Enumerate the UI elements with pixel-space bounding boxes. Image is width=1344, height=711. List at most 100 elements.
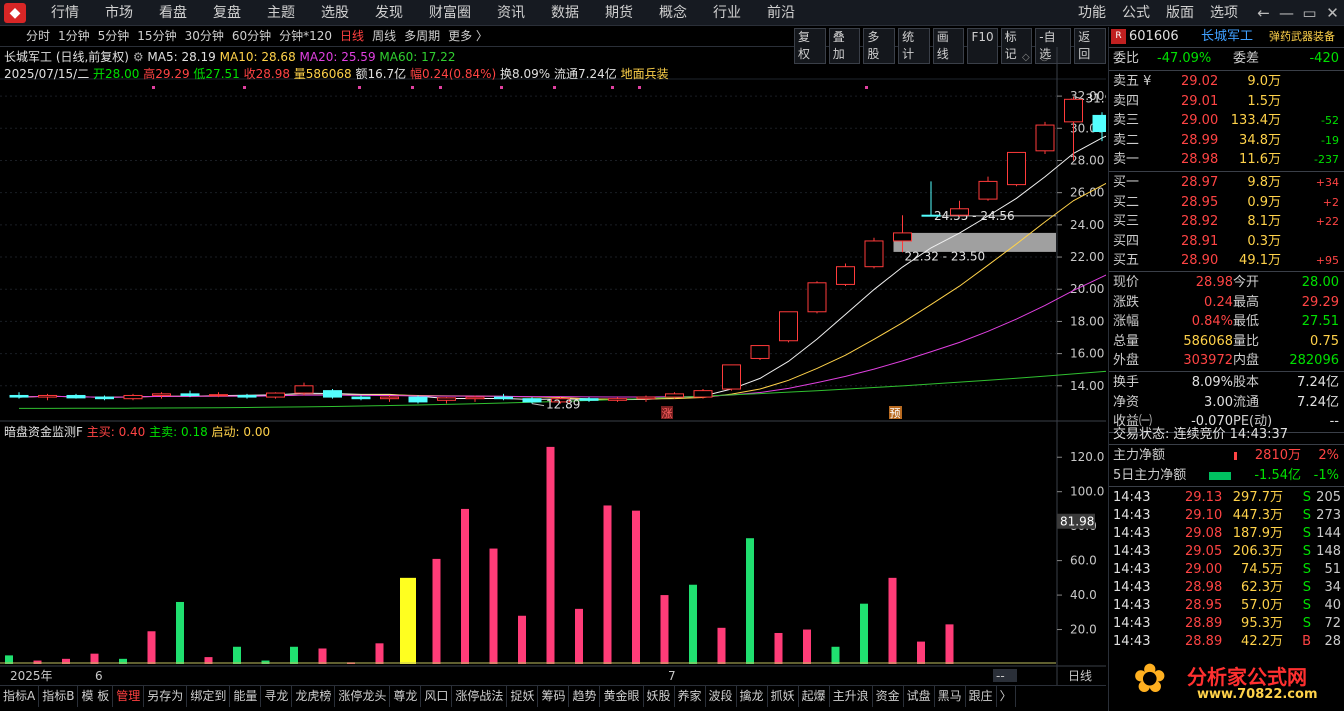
period-tab-0[interactable]: 分时 — [26, 29, 51, 43]
bottom-tab-5[interactable]: 绑定到 — [187, 686, 231, 707]
bottom-tab-16[interactable]: 黄金眼 — [600, 686, 644, 707]
menu-item-12[interactable]: 行业 — [713, 5, 741, 21]
bottom-tab-9[interactable]: 涨停龙头 — [335, 686, 391, 707]
tool-button-6[interactable]: 标记 — [1000, 28, 1033, 64]
menu-item-0[interactable]: 行情 — [51, 5, 79, 21]
quote-header: R 601606 长城军工 弹药武器装备 — [1109, 27, 1344, 46]
period-tab-8[interactable]: 周线 — [372, 29, 397, 43]
right-menu-item-3[interactable]: 选项 — [1210, 5, 1238, 21]
bottom-tab-8[interactable]: 龙虎榜 — [292, 686, 336, 707]
tool-button-1[interactable]: 叠加 — [828, 28, 861, 64]
period-tab-10[interactable]: 更多 〉 — [448, 29, 488, 43]
menu-item-13[interactable]: 前沿 — [767, 5, 795, 21]
candle-27 — [779, 311, 798, 343]
close-icon[interactable]: ✕ — [1326, 4, 1339, 22]
bottom-tab-17[interactable]: 妖股 — [644, 686, 675, 707]
candle-8 — [237, 393, 257, 399]
candle-body — [750, 345, 770, 359]
more-dot-icon: ○ — [1040, 52, 1049, 63]
sell-price: 28.98 — [1181, 152, 1219, 168]
stat-value-left: 0.24 — [1204, 294, 1233, 310]
zhuli5-label: 5日主力净额 — [1113, 468, 1187, 483]
minimize-icon[interactable]: — — [1279, 4, 1294, 22]
period-tab-9[interactable]: 多周期 — [404, 29, 441, 43]
bottom-tab-14[interactable]: 筹码 — [538, 686, 570, 707]
menu-item-5[interactable]: 选股 — [321, 5, 349, 21]
bottom-tab-0[interactable]: 指标A — [0, 686, 40, 707]
tool-button-2[interactable]: 多股 — [863, 28, 896, 64]
bottom-tab-24[interactable]: 资金 — [873, 686, 904, 707]
tool-button-4[interactable]: 画线 — [932, 28, 965, 64]
period-tab-2[interactable]: 5分钟 — [97, 29, 130, 43]
bottom-tab-28[interactable]: 〉 — [997, 686, 1016, 707]
candle-body — [237, 394, 257, 398]
bottom-tab-7[interactable]: 寻龙 — [261, 686, 293, 707]
period-tab-1[interactable]: 1分钟 — [58, 29, 90, 43]
tick-count: 34 — [1324, 580, 1341, 595]
tool-button-8[interactable]: 返回 — [1074, 28, 1106, 64]
menu-item-9[interactable]: 数据 — [551, 5, 579, 21]
period-tab-4[interactable]: 30分钟 — [184, 29, 224, 43]
bottom-tab-26[interactable]: 黑马 — [935, 686, 966, 707]
buy-price: 28.90 — [1181, 253, 1219, 269]
candle-32 — [921, 181, 941, 217]
stat2-value-left: -0.070 — [1191, 414, 1233, 430]
ma10-line — [18, 182, 1106, 400]
menu-item-10[interactable]: 期货 — [605, 5, 633, 21]
period-tab-5[interactable]: 60分钟 — [231, 29, 272, 43]
bottom-tab-12[interactable]: 涨停战法 — [452, 686, 508, 707]
period-tab-7[interactable]: 日线 — [340, 29, 365, 43]
bottom-tab-25[interactable]: 试盘 — [904, 686, 935, 707]
menu-item-8[interactable]: 资讯 — [497, 5, 525, 21]
menu-item-6[interactable]: 发现 — [375, 5, 403, 21]
menu-item-2[interactable]: 看盘 — [159, 5, 187, 21]
menu-item-3[interactable]: 复盘 — [213, 5, 241, 21]
quote-separator — [1109, 486, 1344, 487]
back-icon[interactable]: ← — [1257, 4, 1270, 22]
stat-value-left: 586068 — [1183, 333, 1233, 349]
period-tab-6[interactable]: 分钟*120 — [279, 29, 333, 43]
menu-item-1[interactable]: 市场 — [105, 5, 133, 21]
bottom-tab-27[interactable]: 跟庄 — [966, 686, 997, 707]
bottom-tab-3[interactable]: 管理 — [113, 686, 145, 707]
tool-button-0[interactable]: 复权 — [794, 28, 826, 64]
right-menu-item-0[interactable]: 功能 — [1078, 5, 1106, 21]
candle-body — [123, 394, 143, 400]
vol-tick-label: 40.0 — [1070, 588, 1097, 602]
buy-label: 买二 — [1113, 194, 1140, 210]
right-menu-item-2[interactable]: 版面 — [1166, 5, 1194, 21]
bottom-tab-2[interactable]: 模 板 — [78, 686, 114, 707]
tick-price: 28.95 — [1185, 598, 1223, 613]
menu-item-11[interactable]: 概念 — [659, 5, 687, 21]
bottom-tab-4[interactable]: 另存为 — [144, 686, 188, 707]
maximize-icon[interactable]: ▭ — [1302, 4, 1317, 22]
right-menu-item-1[interactable]: 公式 — [1122, 5, 1150, 21]
bottom-tab-6[interactable]: 能量 — [230, 686, 262, 707]
bottom-tab-11[interactable]: 风口 — [421, 686, 453, 707]
period-tab-3[interactable]: 15分钟 — [137, 29, 177, 43]
tool-button-5[interactable]: F10 — [967, 28, 998, 64]
bottom-tab-19[interactable]: 波段 — [706, 686, 737, 707]
info-float: 流通7.24亿 — [554, 67, 617, 81]
app-logo-icon[interactable]: ◆ — [4, 3, 26, 23]
bottom-tab-23[interactable]: 主升浪 — [830, 686, 873, 707]
bottom-tab-1[interactable]: 指标B — [39, 686, 79, 707]
tool-button-3[interactable]: 统计 — [898, 28, 930, 64]
bottom-tab-21[interactable]: 抓妖 — [768, 686, 799, 707]
bottom-tab-22[interactable]: 起爆 — [799, 686, 830, 707]
bottom-tab-20[interactable]: 擒龙 — [737, 686, 768, 707]
menu-item-7[interactable]: 财富圈 — [429, 5, 471, 21]
bottom-tab-18[interactable]: 养家 — [675, 686, 706, 707]
bottom-tab-15[interactable]: 趋势 — [569, 686, 601, 707]
bottom-tab-13[interactable]: 捉妖 — [507, 686, 539, 707]
menu-item-4[interactable]: 主题 — [267, 5, 295, 21]
volume-bar-16 — [461, 508, 469, 664]
tick-count: 205 — [1316, 490, 1341, 505]
tool-button-7[interactable]: -自选 — [1035, 28, 1072, 64]
kline-chart[interactable]: 32.0030.0028.0026.0024.0022.0020.0018.00… — [0, 0, 1106, 685]
settings-icon[interactable]: ⚙ — [132, 50, 148, 64]
stat-label-left: 涨幅 — [1113, 314, 1140, 330]
tick-volume: 57.0万 — [1241, 598, 1283, 613]
bottom-tab-10[interactable]: 尊龙 — [390, 686, 422, 707]
volume-bar-1 — [33, 660, 42, 664]
